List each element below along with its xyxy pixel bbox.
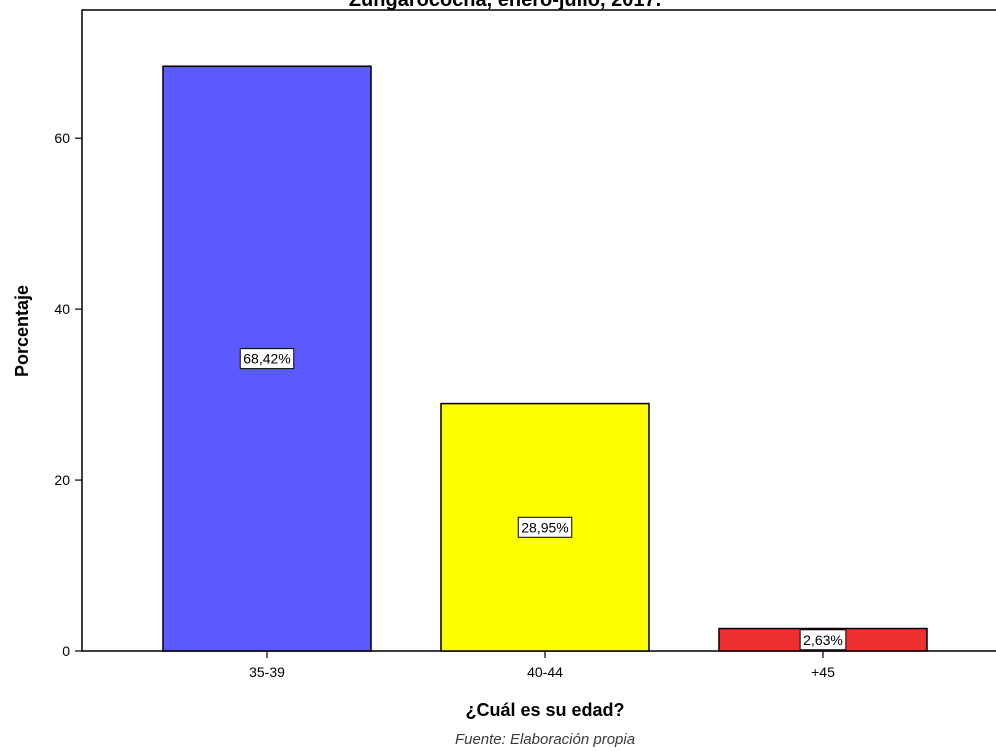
y-tick-label: 20 (54, 472, 70, 488)
x-tick-label: 40-44 (527, 664, 563, 680)
data-label-text: 2,63% (803, 632, 843, 648)
x-tick-label: 35-39 (249, 664, 285, 680)
data-label-text: 28,95% (521, 519, 568, 535)
chart-title: Zungarococha, enero-julio, 2017. (349, 0, 661, 11)
y-tick-label: 40 (54, 301, 70, 317)
data-label: 2,63% (799, 629, 847, 651)
x-tick-label: +45 (811, 664, 835, 680)
x-axis-title: ¿Cuál es su edad? (465, 700, 624, 720)
data-label: 68,42% (239, 348, 295, 370)
y-tick-label: 60 (54, 130, 70, 146)
x-axis: 35-39 40-44 +45 (249, 651, 835, 680)
y-tick-label: 0 (62, 643, 70, 659)
data-label-box (517, 516, 573, 538)
data-labels: 68,42% 28,95% 2,63% (239, 348, 847, 651)
y-axis-title: Porcentaje (12, 285, 32, 377)
data-label: 28,95% (517, 516, 573, 538)
data-label-text: 68,42% (243, 351, 290, 367)
source-note: Fuente: Elaboración propia (455, 731, 635, 748)
y-axis: 0 20 40 60 (54, 130, 82, 659)
data-label-box (799, 629, 847, 651)
data-label-box (239, 348, 295, 370)
